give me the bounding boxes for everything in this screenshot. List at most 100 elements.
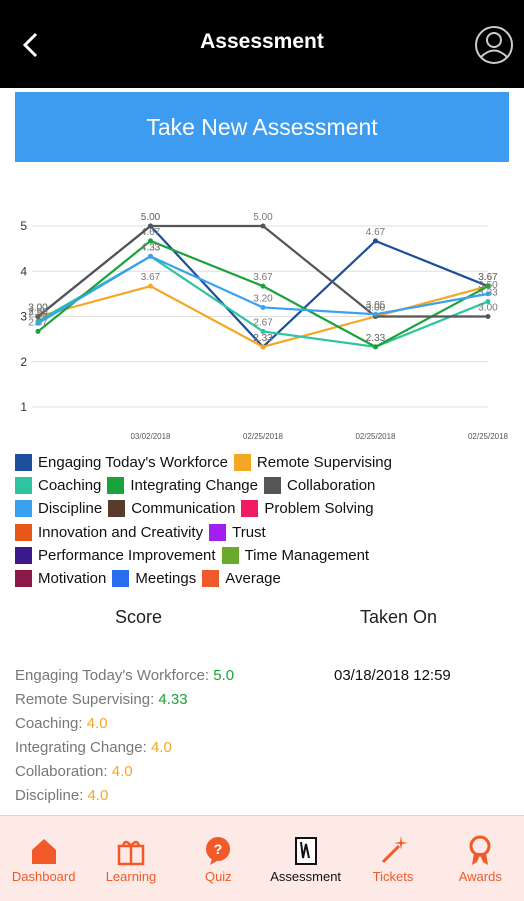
legend-swatch [233,454,251,472]
legend-swatch [108,500,126,518]
icon-shape [299,841,310,859]
tab[interactable]: Learning [87,816,174,901]
tab[interactable]: Assessment [262,816,349,901]
score-header: Score [115,607,163,627]
legend-item: Time Management [221,546,370,564]
data-point [373,344,378,350]
legend: Engaging Today's Workforce Remote Supervi… [15,451,520,590]
legend-item: Collaboration [264,477,375,495]
data-point [373,311,378,317]
tab-label: Dashboard [11,869,76,884]
icon-shape [206,837,231,861]
data-label: 2.67 [253,317,273,328]
legend-item: Performance Improvement [15,546,216,564]
back-button[interactable] [22,32,38,58]
new-assessment-button[interactable]: Take New Assessment [15,92,509,162]
taken-header: Taken On [360,607,438,627]
data-point [260,223,266,229]
legend-swatch [241,500,259,518]
legend-label: Performance Improvement [38,546,216,564]
legend-swatch [221,546,239,564]
score-value: 4.0 [87,787,109,804]
series-line [37,255,489,325]
data-label: 3.00 [366,303,386,314]
score-row: Collaboration: 4.0 [15,763,234,787]
y-tick-label: 5 [20,219,27,233]
legend-row: Innovation and Creativity Trust [15,521,520,544]
x-tick-label: 02/25/2018 [468,432,509,441]
tab[interactable]: Tickets [349,816,436,901]
legend-swatch [202,570,220,588]
tab-bar: Dashboard Learning? Quiz Assessment Tickets A… [0,815,524,901]
data-label: 3.00 [28,303,48,314]
y-tick-label: 4 [20,264,27,278]
legend-row: Discipline Communication Problem Solving [15,497,520,520]
score-value: 4.0 [86,715,108,732]
data-label: 4.33 [141,242,161,253]
data-point [148,253,153,259]
tab[interactable]: Dashboard [0,816,87,901]
legend-swatch [112,570,130,588]
icon-shape [294,837,317,865]
score-label: Discipline: [15,787,84,804]
score-label: Collaboration: [15,763,108,780]
data-point [485,291,491,297]
legend-label: Remote Supervising [256,454,392,472]
icon-shape [121,840,141,849]
legend-item: Innovation and Creativity [15,523,204,541]
legend-swatch [264,477,281,495]
data-label: 2.33 [253,333,273,344]
legend-item: Integrating Change [107,477,258,495]
data-point [148,238,153,244]
score-row: Engaging Today's Workforce: 5.0 [15,667,234,691]
header-icons [22,26,513,64]
data-point [260,344,266,350]
data-point [260,328,266,334]
score-label: Integrating Change: [15,739,147,756]
legend-label: Communication [131,500,236,518]
tab[interactable]: Awards [437,816,524,901]
legend-label: Time Management [244,546,370,564]
legend-row: Coaching Integrating Change Collaboration [15,474,520,497]
legend-label: Average [225,570,281,588]
legend-item: Motivation [15,570,106,588]
x-tick-label: 02/25/2018 [243,432,284,441]
y-tick-label: 1 [20,400,27,414]
tab[interactable]: ? Quiz [175,816,262,901]
icon-shape [31,839,56,864]
y-tick-label: 2 [20,355,27,369]
tab-icon [294,837,317,865]
score-row: Integrating Change: 4.0 [15,739,234,763]
data-label: 3.05 [366,300,386,311]
legend-label: Coaching [38,477,102,495]
score-row: Remote Supervising: 4.33 [15,691,234,715]
data-point [260,304,266,310]
data-point [148,223,153,229]
legend-label: Discipline [38,500,103,518]
score-value: 4.33 [158,691,188,708]
chart: 1 2 3 4 5 03/02/2018 02/25/2018 02/25/2018 02/25… [20,212,509,441]
data-point [35,320,41,326]
data-label: 2.85 [28,309,48,320]
legend-label: Innovation and Creativity [38,523,204,541]
profile-button[interactable] [475,26,513,64]
tab-icon [381,836,408,864]
data-label: 5.00 [141,212,161,223]
score-row: Discipline: 4.0 [15,787,234,811]
x-tick-label: 03/02/2018 [130,432,171,441]
tab-label: Awards [458,869,502,884]
legend-row: Engaging Today's Workforce Remote Supervi… [15,451,520,474]
data-point [485,314,491,319]
legend-swatch [15,477,32,495]
data-label: 2.90 [28,307,48,318]
data-point [35,328,41,334]
data-label: 3.00 [28,303,48,314]
tab-label: Assessment [270,869,342,884]
data-label: 4.67 [141,227,161,238]
legend-item: Remote Supervising [233,454,392,472]
legend-label: Meetings [135,570,197,588]
data-label: 4.67 [366,227,386,238]
score-label: Coaching: [15,715,83,732]
legend-item: Problem Solving [241,500,374,518]
data-label: 3.20 [253,293,273,304]
